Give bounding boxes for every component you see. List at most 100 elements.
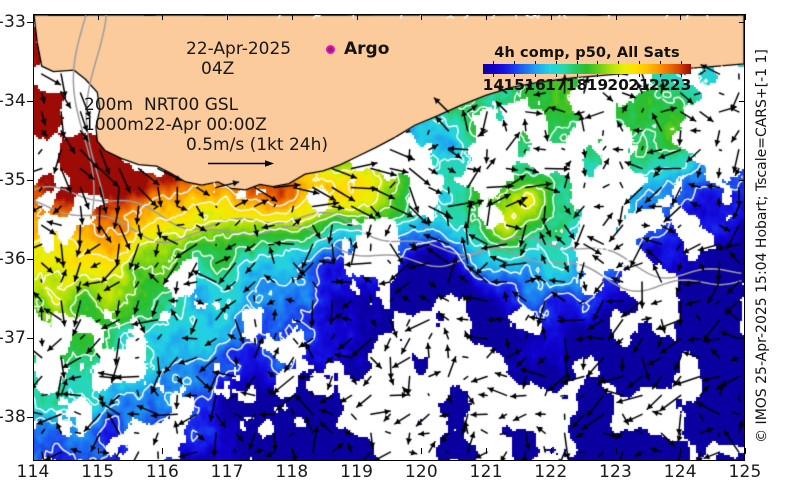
x-tick	[162, 448, 164, 454]
x-tick	[745, 448, 746, 454]
y-tick-right	[739, 259, 745, 261]
x-tick	[615, 448, 617, 454]
x-tick-label: 124	[663, 462, 697, 482]
colorbar-tick	[555, 61, 557, 64]
x-tick-top	[97, 14, 99, 20]
x-tick-label: 115	[81, 462, 115, 482]
x-tick-top	[680, 14, 682, 20]
colorbar-tick-label: 16	[524, 76, 546, 94]
colorbar-gradient	[483, 61, 691, 77]
colorbar-tick-label: 20	[607, 76, 629, 94]
x-tick-top	[615, 14, 617, 20]
x-tick	[486, 448, 488, 454]
colorbar-tick-label: 18	[565, 76, 588, 94]
y-tick-label: -38	[0, 407, 26, 428]
y-tick	[27, 338, 33, 340]
y-tick-label: -36	[0, 249, 26, 270]
colorbar-tick-label: 21	[628, 76, 650, 94]
colorbar-tick-label: 22	[649, 76, 671, 94]
x-tick	[97, 448, 99, 454]
y-tick	[27, 417, 33, 419]
colorbar-tick-label: 19	[586, 76, 609, 94]
colorbar-tick-label: 15	[503, 76, 525, 94]
x-tick-label: 114	[16, 462, 50, 482]
x-tick-label: 119	[340, 462, 374, 482]
x-tick	[227, 448, 229, 454]
x-tick	[680, 448, 682, 454]
date-line-1: 22-Apr-2025	[186, 39, 292, 59]
y-tick-label: -35	[0, 170, 26, 191]
colorbar-tick-label: 17	[545, 76, 567, 94]
x-tick-top	[227, 14, 229, 20]
colorbar-tick	[659, 74, 661, 77]
vector-scale-label: 0.5m/s (1kt 24h)	[186, 135, 328, 155]
x-tick-label: 122	[534, 462, 568, 482]
x-tick-label: 120	[404, 462, 438, 482]
y-tick	[27, 21, 33, 23]
y-tick-label: -33	[0, 11, 26, 32]
x-tick-top	[291, 14, 293, 20]
x-tick-label: 125	[728, 462, 762, 482]
colorbar-tick	[618, 61, 620, 64]
x-tick-label: 121	[469, 462, 503, 482]
map-plot-area[interactable]: 22-Apr-2025 04Z 200m 1000m NRT00 GSL 22-…	[33, 14, 745, 461]
x-tick	[291, 448, 293, 454]
copyright-credit: © IMOS 25-Apr-2025 15:04 Hobart; Tscale=…	[754, 49, 770, 443]
y-tick	[27, 259, 33, 261]
depth-lower-label: 1000m	[84, 115, 144, 135]
colorbar-tick	[535, 74, 536, 77]
argo-marker-icon	[326, 44, 335, 54]
colorbar-tick	[639, 74, 640, 77]
y-tick	[27, 101, 33, 103]
colorbar-tick-label: 14	[482, 76, 505, 94]
date-line-2: 04Z	[201, 59, 235, 79]
colorbar-tick	[659, 61, 661, 64]
y-tick-right	[739, 338, 745, 340]
y-tick-label: -37	[0, 328, 26, 349]
depth-upper-label: 200m	[84, 95, 134, 115]
vector-scale-arrow-icon	[208, 160, 274, 167]
x-tick	[550, 448, 552, 454]
colorbar-tick	[639, 61, 640, 64]
x-tick	[356, 448, 358, 454]
colorbar-tick	[597, 61, 599, 64]
colorbar-tick	[514, 74, 516, 77]
argo-legend-label: Argo	[344, 39, 390, 59]
y-tick-label: -34	[0, 91, 26, 112]
colorbar-title: 4h comp, p50, All Sats	[494, 45, 680, 61]
colorbar-tick	[555, 74, 557, 77]
x-tick-top	[33, 14, 34, 20]
colorbar-tick	[576, 61, 578, 64]
sst-field-canvas	[34, 15, 744, 460]
model-name-label: NRT00 GSL	[144, 95, 239, 115]
colorbar-tick	[618, 74, 620, 77]
x-tick-top	[550, 14, 552, 20]
x-tick-top	[162, 14, 164, 20]
x-tick-label: 116	[145, 462, 179, 482]
x-tick-label: 123	[599, 462, 633, 482]
x-tick-top	[745, 14, 746, 20]
y-tick-right	[739, 180, 745, 182]
argo-legend: Argo	[326, 39, 389, 59]
y-tick-right	[739, 417, 745, 419]
colorbar-tick	[680, 61, 682, 64]
colorbar-tick	[597, 74, 599, 77]
x-tick-top	[421, 14, 423, 20]
colorbar-tick-label: 23	[669, 76, 692, 94]
x-tick	[33, 448, 34, 454]
x-tick-top	[486, 14, 488, 20]
model-time-label: 22-Apr 00:00Z	[144, 115, 267, 135]
y-tick-right	[739, 21, 745, 23]
colorbar: 4h comp, p50, All Sats 14 15 16 17 18 19 20 21 2…	[482, 45, 692, 96]
y-tick-right	[739, 101, 745, 103]
colorbar-tick	[576, 74, 578, 77]
colorbar-tick-labels: 14 15 16 17 18 19 20 21 22 23	[482, 76, 692, 96]
colorbar-tick	[680, 74, 682, 77]
x-tick	[421, 448, 423, 454]
colorbar-tick	[535, 61, 536, 64]
colorbar-tick	[514, 61, 516, 64]
x-tick-label: 117	[210, 462, 244, 482]
x-tick-label: 118	[275, 462, 309, 482]
colorbar-tick	[493, 61, 495, 64]
